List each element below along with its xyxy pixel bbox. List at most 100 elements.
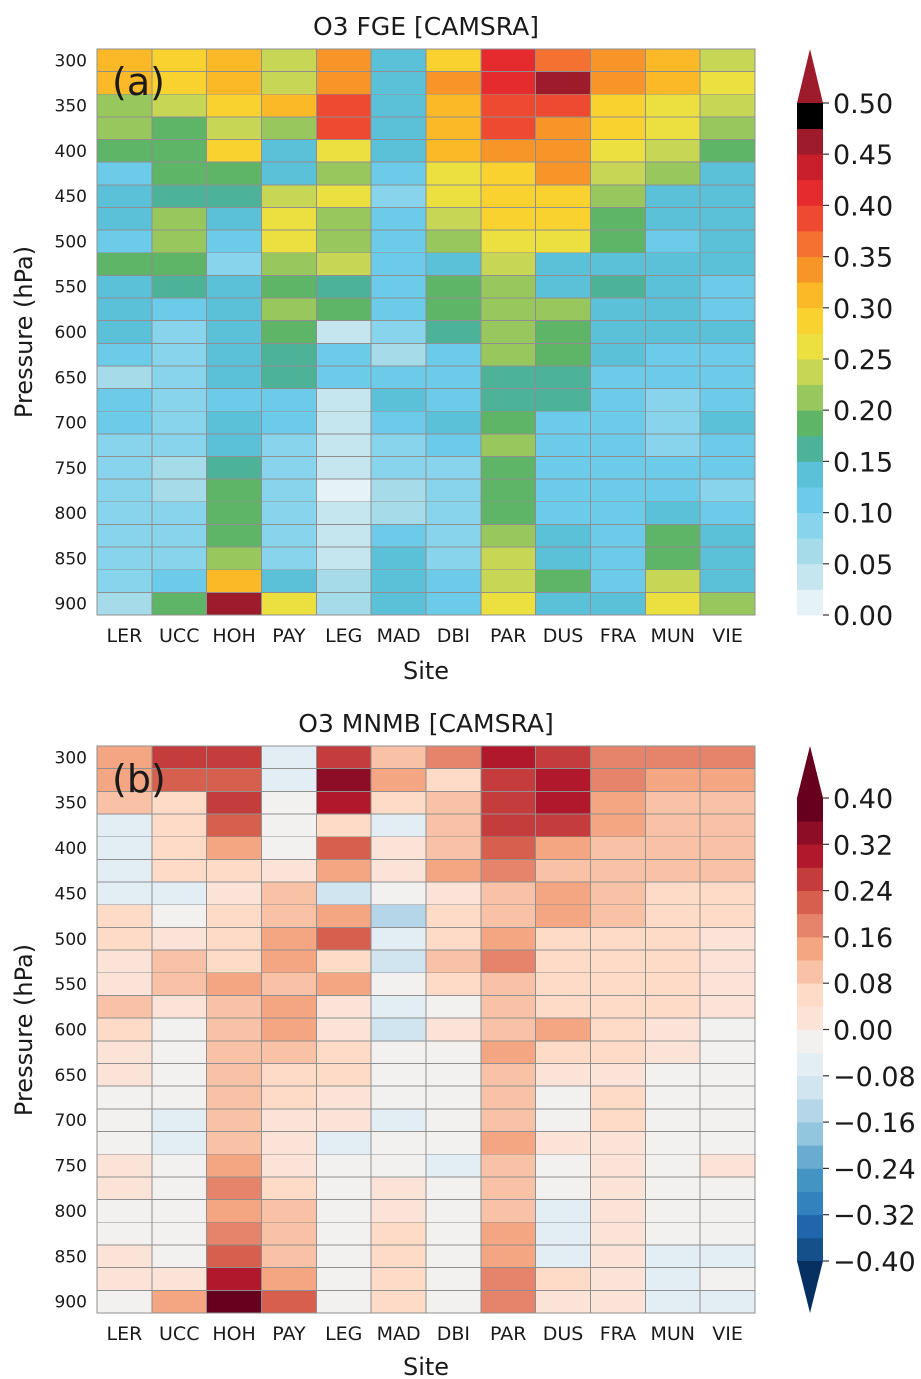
heatmap-cell xyxy=(699,1040,756,1064)
heatmap-cell xyxy=(261,207,317,231)
heatmap-cell xyxy=(370,1131,427,1155)
colorbar-tick-label: 0.35 xyxy=(833,243,893,274)
heatmap-cell xyxy=(590,161,646,186)
x-tick-label: UCC xyxy=(159,625,199,647)
colorbar-bin xyxy=(797,844,823,868)
heatmap-cell xyxy=(151,320,208,344)
heatmap-cell xyxy=(425,1017,482,1042)
heatmap-cell xyxy=(590,546,646,571)
heatmap-cell xyxy=(699,745,756,770)
heatmap-cell xyxy=(315,93,372,118)
colorbar-tick-label: 0.20 xyxy=(833,396,893,427)
heatmap-cell xyxy=(644,116,701,141)
heatmap-cell xyxy=(535,342,591,367)
heatmap-cell xyxy=(370,71,427,95)
heatmap-cell xyxy=(261,161,317,186)
colorbar-bin xyxy=(797,435,823,462)
heatmap-cell xyxy=(206,972,262,996)
colorbar-bin xyxy=(797,1145,823,1169)
heatmap-cell xyxy=(370,1267,427,1291)
heatmap-cell xyxy=(535,546,591,571)
heatmap-cell xyxy=(151,1267,208,1291)
heatmap-cell xyxy=(425,1063,482,1087)
heatmap-cell xyxy=(535,139,591,163)
y-tick-label: 350 xyxy=(55,794,87,814)
heatmap-cell xyxy=(480,1085,537,1110)
heatmap-cell xyxy=(261,1153,317,1178)
heatmap-cell xyxy=(590,478,646,503)
heatmap-cell xyxy=(370,858,427,883)
heatmap-cell xyxy=(535,388,591,412)
heatmap-cell xyxy=(590,388,646,412)
colorbar-bin xyxy=(797,461,823,488)
heatmap-cell xyxy=(370,478,427,503)
heatmap-cell xyxy=(151,116,208,141)
heatmap-cell xyxy=(370,813,427,838)
heatmap-cell xyxy=(96,1221,153,1246)
heatmap-cell xyxy=(480,501,537,525)
heatmap-cell xyxy=(261,1063,317,1087)
heatmap-cell xyxy=(590,1017,646,1042)
colorbar-bin xyxy=(797,1214,823,1239)
colorbar-tick-label: −0.32 xyxy=(833,1201,916,1232)
heatmap-cell xyxy=(151,1221,208,1246)
heatmap-cell xyxy=(699,116,756,141)
heatmap-cell xyxy=(535,995,591,1019)
heatmap-cell xyxy=(151,274,208,299)
heatmap-cell xyxy=(535,881,591,906)
panel-a-label: (a) xyxy=(112,60,165,104)
heatmap-cell xyxy=(425,1267,482,1291)
heatmap-cell xyxy=(699,813,756,838)
heatmap-cell xyxy=(590,342,646,367)
colorbar-tick-label: 0.00 xyxy=(833,601,893,632)
heatmap-cell xyxy=(699,433,756,457)
heatmap-cell xyxy=(206,591,262,616)
heatmap-cell xyxy=(644,1063,701,1087)
heatmap-cell xyxy=(206,926,262,951)
y-tick-label: 800 xyxy=(55,1202,87,1222)
heatmap-cell xyxy=(370,523,427,548)
heatmap-cell xyxy=(590,297,646,322)
colorbar-bin xyxy=(797,1052,823,1077)
heatmap-cell xyxy=(315,569,372,593)
heatmap-cell xyxy=(315,342,372,367)
heatmap-cell xyxy=(644,745,701,770)
heatmap-cell xyxy=(206,161,262,186)
heatmap-cell xyxy=(206,836,262,860)
heatmap-cell xyxy=(590,1153,646,1178)
heatmap-cell xyxy=(96,569,153,593)
heatmap-cell xyxy=(315,184,372,208)
heatmap-cell xyxy=(151,1176,208,1201)
heatmap-cell xyxy=(425,161,482,186)
heatmap-cell xyxy=(590,48,646,73)
heatmap-cell xyxy=(480,207,537,231)
heatmap-cell xyxy=(370,184,427,208)
heatmap-cell xyxy=(480,161,537,186)
heatmap-cell xyxy=(96,591,153,616)
heatmap-cell xyxy=(535,745,591,770)
heatmap-cell xyxy=(590,926,646,951)
heatmap-cell xyxy=(206,546,262,571)
heatmap-cell xyxy=(261,591,317,616)
heatmap-cell xyxy=(590,995,646,1019)
heatmap-cell xyxy=(370,274,427,299)
heatmap-cell xyxy=(151,995,208,1019)
heatmap-cell xyxy=(480,836,537,860)
colorbar-bin xyxy=(797,512,823,539)
heatmap-cell xyxy=(206,297,262,322)
colorbar-tick-label: 0.25 xyxy=(833,345,893,376)
heatmap-cell xyxy=(644,546,701,571)
heatmap-cell xyxy=(425,274,482,299)
heatmap-cell xyxy=(535,320,591,344)
heatmap-cell xyxy=(699,501,756,525)
heatmap-cell xyxy=(206,342,262,367)
heatmap-cell xyxy=(96,546,153,571)
heatmap-cell xyxy=(370,926,427,951)
x-ticks-b: LER UCC HOH PAY LEG MAD DBI PAR DUS FRA MUN VIE xyxy=(107,1323,743,1345)
heatmap-cell xyxy=(425,768,482,792)
heatmap-cell xyxy=(206,184,262,208)
colorbar-tick-label: 0.24 xyxy=(833,877,893,908)
heatmap-cell xyxy=(644,1108,701,1133)
heatmap-cell xyxy=(644,139,701,163)
heatmap-cell xyxy=(315,1017,372,1042)
